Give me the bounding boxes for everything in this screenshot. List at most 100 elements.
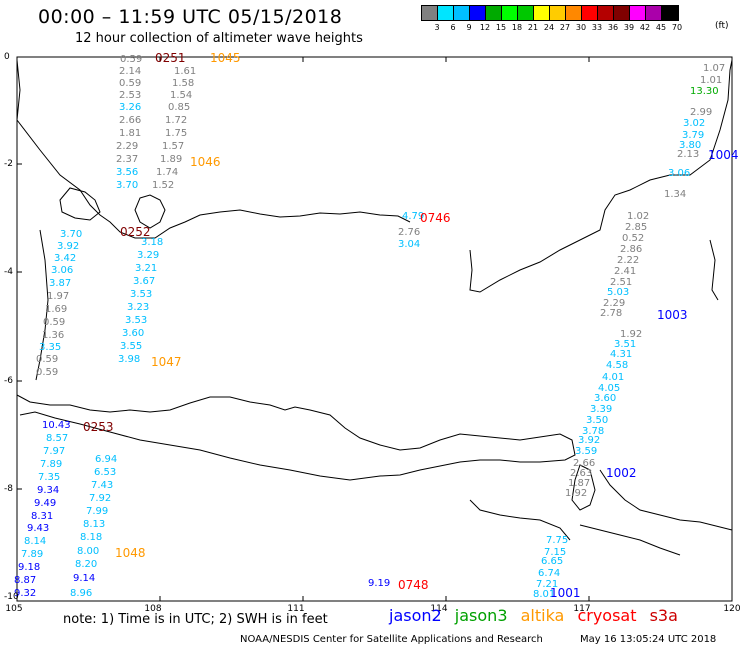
color-swatch (646, 6, 662, 20)
color-scale-swatches (421, 5, 679, 21)
color-scale-tick: 45 (655, 23, 667, 32)
pass-time-label: 0746 (420, 211, 451, 225)
wave-height-value: 6.94 (95, 454, 117, 465)
wave-height-value: 0.85 (168, 102, 190, 113)
color-swatch (502, 6, 518, 20)
wave-height-value: 0.59 (36, 367, 58, 378)
wave-height-value: 3.51 (614, 339, 636, 350)
wave-height-value: 7.43 (91, 480, 113, 491)
wave-height-value: 3.42 (54, 253, 76, 264)
wave-height-value: 2.76 (398, 227, 420, 238)
wave-height-value: 3.56 (116, 167, 138, 178)
wave-height-value: 1.54 (170, 90, 192, 101)
pass-time-label: 1046 (190, 155, 221, 169)
color-scale-tick: 33 (591, 23, 603, 32)
wave-height-value: 2.63 (570, 468, 592, 479)
legend-altika: altika (520, 606, 565, 625)
wave-height-value: 8.57 (46, 433, 68, 444)
color-swatch (470, 6, 486, 20)
color-swatch (662, 6, 678, 20)
wave-height-value: 2.66 (573, 458, 595, 469)
wave-height-value: 4.79 (402, 211, 424, 222)
y-axis-label-5: -10 (4, 592, 19, 602)
wave-height-value: 8.13 (83, 519, 105, 530)
wave-height-value: 3.79 (682, 130, 704, 141)
wave-height-value: 3.23 (127, 302, 149, 313)
wave-height-value: 1.92 (620, 329, 642, 340)
x-axis-label-5: 120 (723, 604, 740, 614)
color-swatch (438, 6, 454, 20)
wave-height-value: 0.59 (36, 354, 58, 365)
wave-height-value: 8.96 (70, 588, 92, 599)
wave-height-value: 3.18 (141, 237, 163, 248)
wave-height-value: 3.06 (51, 265, 73, 276)
color-swatch (454, 6, 470, 20)
color-scale-tick: 15 (495, 23, 507, 32)
map-frame (16, 56, 733, 602)
color-swatch (518, 6, 534, 20)
color-scale-tick: 9 (466, 23, 472, 32)
wave-height-value: 3.04 (398, 239, 420, 250)
pass-time-label: 1045 (210, 51, 241, 65)
wave-height-value: 2.78 (600, 308, 622, 319)
color-swatch (630, 6, 646, 20)
pass-time-label: 1004 (708, 148, 739, 162)
color-swatch (422, 6, 438, 20)
axis-ticks (17, 57, 590, 601)
wave-height-value: 3.92 (578, 435, 600, 446)
y-axis-label-1: -2 (4, 159, 13, 169)
wave-height-value: 2.53 (119, 90, 141, 101)
pass-time-label: 0252 (120, 225, 151, 239)
wave-height-value: 2.37 (116, 154, 138, 165)
wave-height-value: 7.21 (536, 579, 558, 590)
wave-height-value: 0.52 (622, 233, 644, 244)
wave-height-value: 4.05 (598, 383, 620, 394)
legend-jason3: jason3 (454, 606, 508, 625)
wave-height-value: 3.50 (586, 415, 608, 426)
x-axis-label-1: 108 (144, 604, 162, 614)
color-scale-legend: 3 6 9 12 15 18 21 24 27 30 33 36 39 42 45 70 (421, 5, 682, 35)
wave-height-value: 3.21 (135, 263, 157, 274)
wave-height-value: 1.36 (42, 330, 64, 341)
wave-height-value: 9.34 (37, 485, 59, 496)
wave-height-value: 7.35 (38, 472, 60, 483)
wave-height-value: 3.70 (60, 229, 82, 240)
x-axis-label-0: 105 (5, 604, 23, 614)
wave-height-value: 3.53 (130, 289, 152, 300)
wave-height-value: 2.14 (119, 66, 141, 77)
wave-height-value: 8.31 (31, 511, 53, 522)
wave-height-value: 1.52 (152, 180, 174, 191)
pass-time-label: 1002 (606, 466, 637, 480)
wave-height-value: 4.58 (606, 360, 628, 371)
y-axis-label-0: 0 (4, 52, 10, 62)
wave-height-value: 2.85 (625, 222, 647, 233)
y-axis-label-2: -4 (4, 267, 13, 277)
wave-height-value: 1.81 (119, 128, 141, 139)
wave-height-value: 3.67 (133, 276, 155, 287)
wave-height-value: 7.97 (43, 446, 65, 457)
color-swatch (486, 6, 502, 20)
wave-height-value: 1.92 (565, 488, 587, 499)
wave-height-value: 1.89 (160, 154, 182, 165)
wave-height-value: 7.99 (86, 506, 108, 517)
wave-height-value: 2.66 (119, 115, 141, 126)
wave-height-labels: 0.592.140.592.533.262.661.812.292.373.56… (14, 51, 739, 600)
color-scale-tick: 39 (623, 23, 635, 32)
color-scale-unit: (ft) (715, 21, 729, 31)
wave-height-value: 6.74 (538, 568, 560, 579)
wave-height-value: 2.99 (690, 107, 712, 118)
color-scale-tick: 18 (511, 23, 523, 32)
color-scale-tick: 21 (527, 23, 539, 32)
wave-height-value: 8.00 (77, 546, 99, 557)
wave-height-value: 3.29 (137, 250, 159, 261)
wave-height-value: 4.31 (610, 349, 632, 360)
pass-time-label: 0251 (155, 51, 186, 65)
color-scale-tick: 27 (559, 23, 571, 32)
wave-height-value: 7.75 (546, 535, 568, 546)
wave-height-value: 1.74 (156, 167, 178, 178)
wave-height-value: 10.43 (42, 420, 71, 431)
wave-height-value: 9.49 (34, 498, 56, 509)
pass-time-label: 1048 (115, 546, 146, 560)
color-swatch (582, 6, 598, 20)
legend-jason2: jason2 (389, 606, 442, 625)
